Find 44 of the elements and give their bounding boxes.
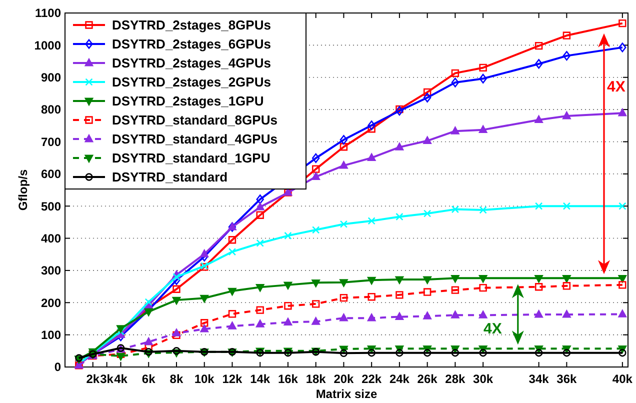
- y-tick-label: 600: [40, 167, 62, 182]
- x-tick-label: 4k: [114, 372, 128, 386]
- x-tick-label: 30k: [473, 372, 494, 386]
- legend-label: DSYTRD_2stages_6GPUs: [112, 36, 271, 52]
- y-tick-label: 900: [40, 70, 62, 85]
- legend-label: DSYTRD_2stages_1GPU: [112, 94, 264, 109]
- y-tick-label: 300: [40, 264, 62, 278]
- legend-label: DSYTRD_standard_8GPUs: [112, 112, 278, 128]
- x-tick-label: 20k: [334, 372, 354, 386]
- x-tick-label: 36k: [556, 372, 578, 386]
- legend-label: DSYTRD_2stages_8GPUs: [112, 18, 271, 33]
- x-tick-label: 24k: [389, 372, 410, 386]
- y-tick-label: 400: [40, 231, 62, 246]
- annotation: 4X: [484, 320, 502, 338]
- x-tick-label: 40k: [612, 372, 633, 386]
- y-tick-label: 0: [54, 360, 62, 374]
- x-tick-label: 2k: [86, 372, 100, 386]
- x-tick-label: 34k: [528, 372, 550, 386]
- y-tick-label: 1100: [34, 6, 62, 20]
- y-tick-label: 1000: [34, 38, 62, 52]
- y-tick-label: 200: [40, 296, 62, 310]
- x-tick-label: 18k: [306, 372, 326, 386]
- x-tick-label: 6k: [142, 372, 156, 386]
- y-tick-label: 700: [40, 134, 62, 149]
- x-axis-title: Matrix size: [316, 387, 378, 401]
- legend-label: DSYTRD_2stages_2GPUs: [112, 74, 271, 90]
- legend-label: DSYTRD_standard_1GPU: [112, 150, 270, 166]
- x-tick-label: 22k: [362, 372, 382, 386]
- x-tick-label: 10k: [194, 372, 215, 386]
- legend-label: DSYTRD_standard: [112, 170, 228, 185]
- x-tick-label: 8k: [170, 372, 184, 386]
- legend-label: DSYTRD_standard_4GPUs: [112, 132, 278, 147]
- y-tick-label: 500: [40, 199, 62, 214]
- x-tick-label: 14k: [250, 372, 270, 386]
- y-tick-label: 800: [40, 102, 62, 117]
- x-tick-label: 26k: [417, 372, 438, 386]
- y-axis-title: Gflop/s: [16, 169, 30, 211]
- x-tick-label: 28k: [445, 372, 466, 386]
- x-tick-label: 12k: [222, 372, 243, 386]
- annotation: 4X: [607, 78, 626, 96]
- legend-label: DSYTRD_2stages_4GPUs: [112, 56, 271, 71]
- x-tick-label: 16k: [278, 372, 298, 386]
- x-tick-label: 3k: [100, 372, 114, 386]
- y-tick-label: 100: [40, 328, 62, 342]
